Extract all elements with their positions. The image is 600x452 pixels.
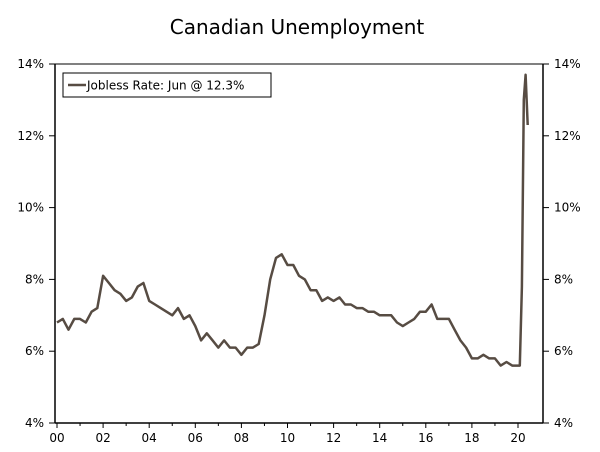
y-tick-label-left: 4% xyxy=(25,416,44,430)
x-tick-label: 00 xyxy=(49,431,64,445)
x-tick-label: 10 xyxy=(280,431,295,445)
legend: Jobless Rate: Jun @ 12.3% xyxy=(62,72,272,98)
x-tick-label: 12 xyxy=(326,431,341,445)
x-tick-label: 06 xyxy=(188,431,203,445)
x-tick-label: 18 xyxy=(464,431,479,445)
legend-box xyxy=(62,72,272,98)
y-tick-label-left: 12% xyxy=(17,129,44,143)
x-tick-label: 14 xyxy=(372,431,387,445)
series-line-jobless-rate xyxy=(56,73,529,367)
y-tick-label-right: 8% xyxy=(554,272,573,286)
y-tick-label-right: 4% xyxy=(554,416,573,430)
y-tick-label-left: 10% xyxy=(17,201,44,215)
x-tick-label: 16 xyxy=(418,431,433,445)
chart-title: Canadian Unemployment xyxy=(170,15,425,39)
y-tick-label-left: 14% xyxy=(17,57,44,71)
x-tick-label: 04 xyxy=(142,431,157,445)
legend-label: Jobless Rate: Jun @ 12.3% xyxy=(86,79,244,93)
x-tick-label: 08 xyxy=(234,431,249,445)
y-tick-label-left: 6% xyxy=(25,344,44,358)
x-tick-label: 20 xyxy=(510,431,525,445)
x-tick-label: 02 xyxy=(95,431,110,445)
y-tick-label-right: 6% xyxy=(554,344,573,358)
y-tick-label-right: 10% xyxy=(554,201,581,215)
y-tick-label-right: 12% xyxy=(554,129,581,143)
y-tick-label-right: 14% xyxy=(554,57,581,71)
y-tick-label-left: 8% xyxy=(25,272,44,286)
